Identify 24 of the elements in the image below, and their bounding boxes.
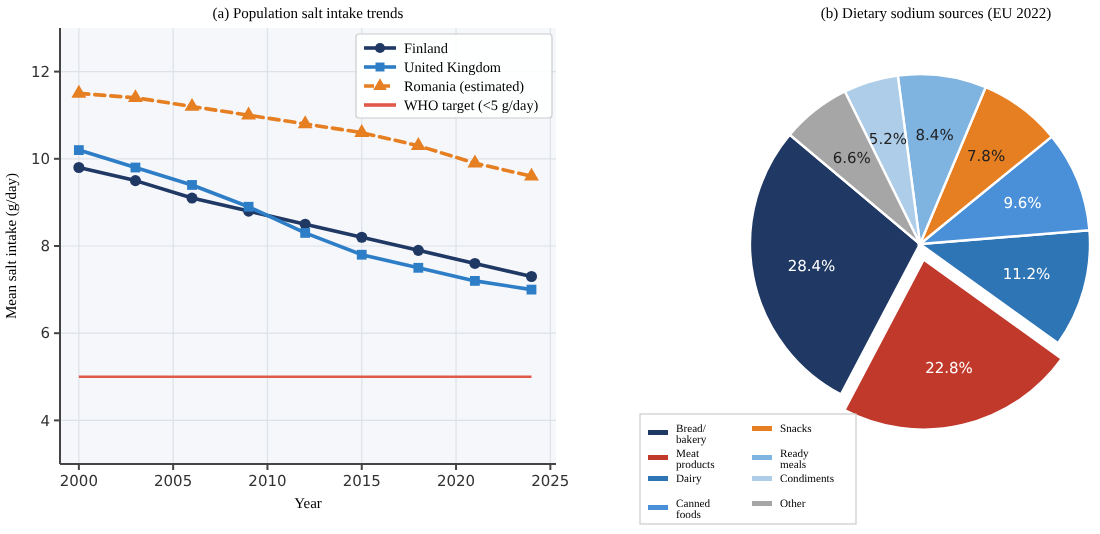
point (73, 162, 85, 174)
point (526, 284, 537, 295)
point (354, 124, 370, 137)
point (241, 106, 257, 120)
point (412, 244, 424, 256)
point (525, 271, 538, 283)
point (410, 137, 426, 151)
point (356, 249, 367, 260)
point (470, 275, 480, 286)
point (129, 175, 141, 187)
point (524, 167, 539, 181)
point (187, 180, 197, 190)
point (467, 154, 483, 168)
point (184, 97, 200, 111)
point (297, 115, 313, 129)
point (243, 201, 254, 212)
point (186, 192, 198, 204)
point (469, 257, 481, 269)
point (127, 89, 143, 103)
point (356, 231, 368, 243)
point (413, 262, 424, 273)
point (300, 228, 311, 238)
point (71, 84, 87, 98)
point (73, 145, 84, 155)
